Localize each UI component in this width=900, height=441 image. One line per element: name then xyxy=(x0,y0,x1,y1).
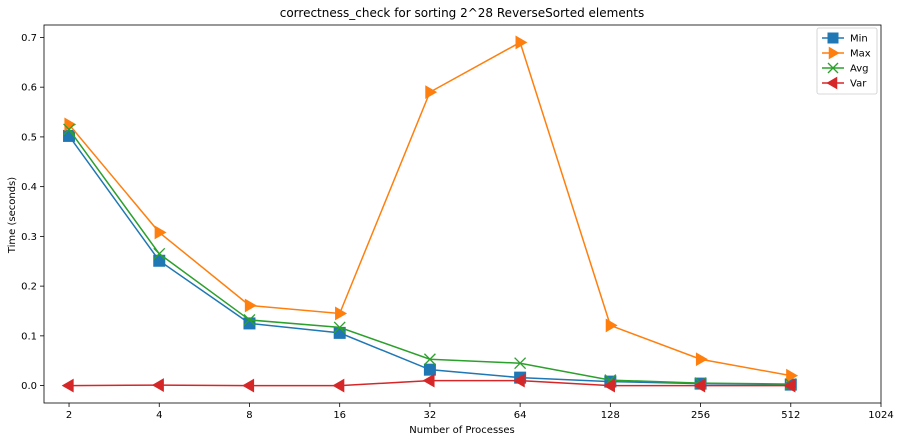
legend-entry-var: Var xyxy=(822,76,867,90)
x-tick-label: 64 xyxy=(514,410,527,421)
data-point-var xyxy=(783,378,796,393)
legend-entry-max: Max xyxy=(822,46,871,60)
data-point-max xyxy=(605,318,618,333)
y-tick-label: 0.7 xyxy=(21,33,37,44)
data-point-avg xyxy=(63,123,75,136)
data-point-avg xyxy=(243,313,256,326)
data-point-max xyxy=(335,306,348,321)
x-tick-label: 128 xyxy=(601,410,620,421)
x-marker-stroke xyxy=(243,313,256,326)
data-point-max xyxy=(425,85,438,100)
legend-entry-min: Min xyxy=(822,32,868,45)
data-point-var xyxy=(512,373,525,388)
y-tick-label: 0.0 xyxy=(21,381,37,392)
data-point-avg xyxy=(153,247,166,260)
x-tick-label: 512 xyxy=(781,410,800,421)
series-min xyxy=(63,129,797,391)
axes-frame xyxy=(43,24,882,404)
data-point-max xyxy=(244,298,257,313)
y-tick-label: 0.6 xyxy=(21,83,37,94)
x-tick-label: 8 xyxy=(246,410,252,421)
data-point-var xyxy=(603,378,615,393)
series-var xyxy=(61,373,796,393)
y-tick-label: 0.5 xyxy=(21,132,37,143)
data-point-max xyxy=(695,352,708,367)
data-point-min xyxy=(423,363,436,376)
x-marker-stroke xyxy=(827,62,839,74)
y-axis-label: Time (seconds) xyxy=(7,177,18,254)
data-point-var xyxy=(693,378,706,393)
legend: Min Max Avg Var xyxy=(816,27,878,95)
x-marker-stroke xyxy=(423,353,436,366)
legend-label-avg: Avg xyxy=(850,64,869,75)
legend-box xyxy=(816,27,878,95)
legend-marker-min xyxy=(827,32,839,44)
plot-area: 2 4 8 16 32 64 128 256 512 1024 0.0 0.1 0.2 0.3 0.4 0.5… xyxy=(21,24,894,421)
x-tick-label: 4 xyxy=(156,410,162,421)
data-point-max xyxy=(786,368,799,383)
data-point-avg xyxy=(333,321,346,334)
x-tick-label: 16 xyxy=(333,410,346,421)
x-tick-label: 32 xyxy=(424,410,437,421)
data-point-var xyxy=(332,378,345,393)
x-axis-label: Number of Processes xyxy=(409,425,514,436)
chart-title: correctness_check for sorting 2^28 Rever… xyxy=(280,6,645,20)
data-point-var xyxy=(422,373,435,388)
x-marker-stroke xyxy=(63,123,75,136)
y-tick-label: 0.4 xyxy=(21,182,37,193)
x-tick-label: 1024 xyxy=(868,410,893,421)
x-tick-label: 2 xyxy=(66,410,72,421)
y-tick-label: 0.3 xyxy=(21,232,37,243)
data-point-min xyxy=(153,254,166,267)
series-line-min xyxy=(68,135,791,386)
x-marker-stroke xyxy=(153,247,166,260)
x-marker-stroke xyxy=(514,357,527,370)
x-marker-stroke xyxy=(333,321,346,334)
data-point-max xyxy=(515,35,528,50)
data-point-var xyxy=(242,378,255,393)
y-tick-label: 0.2 xyxy=(21,282,37,293)
legend-label-min: Min xyxy=(850,34,868,45)
series-max xyxy=(64,35,799,383)
data-point-var xyxy=(61,378,74,393)
legend-label-max: Max xyxy=(850,49,871,60)
legend-marker-max xyxy=(828,46,840,60)
legend-marker-avg xyxy=(827,62,839,74)
data-point-min xyxy=(243,317,256,330)
data-point-var xyxy=(151,378,164,393)
series-avg xyxy=(63,123,797,391)
x-tick-label: 256 xyxy=(691,410,710,421)
legend-marker-var xyxy=(826,76,838,90)
legend-label-var: Var xyxy=(850,79,867,90)
data-point-max xyxy=(154,225,167,240)
series-line-avg xyxy=(68,129,791,385)
data-point-avg xyxy=(423,353,436,366)
legend-entry-avg: Avg xyxy=(822,62,869,75)
y-tick-label: 0.1 xyxy=(21,331,37,342)
data-point-avg xyxy=(514,357,527,370)
